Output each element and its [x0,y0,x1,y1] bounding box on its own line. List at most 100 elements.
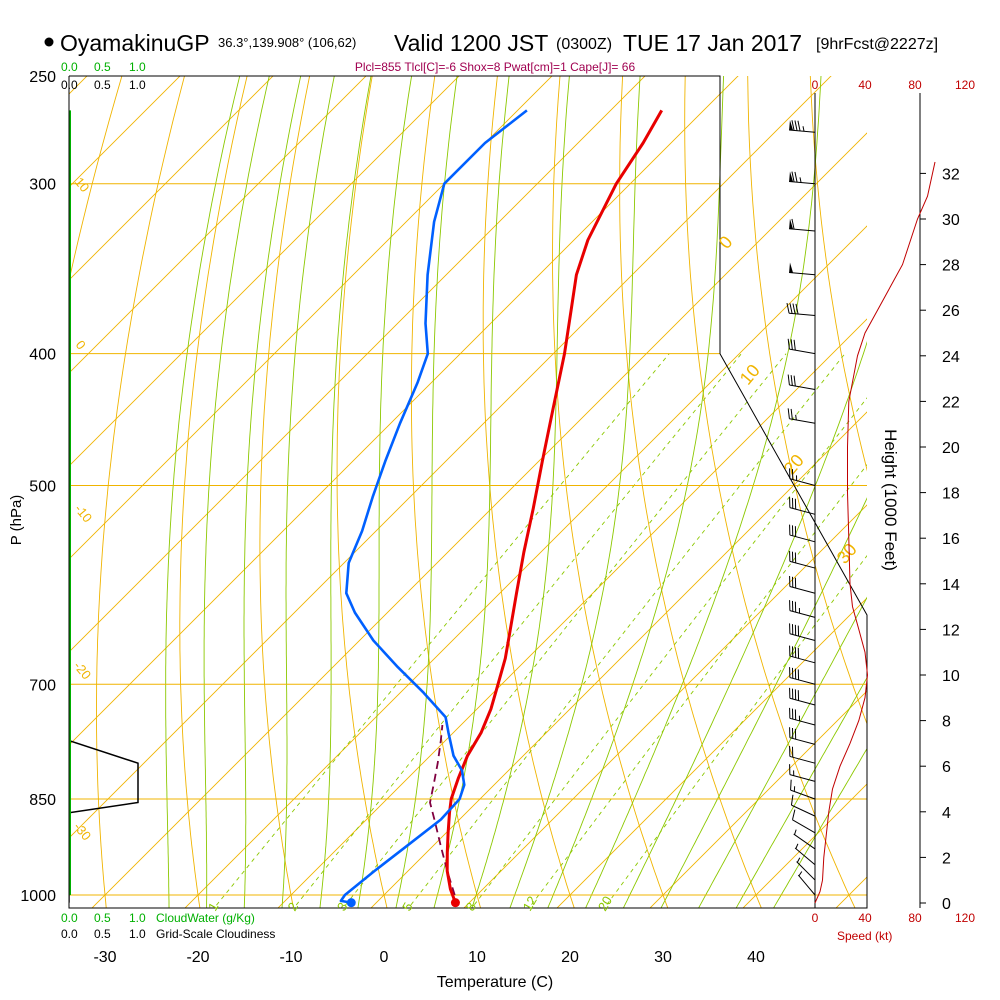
dry-adiabat-label: -20 [71,658,95,682]
height-tick-label: 24 [942,349,960,366]
speed-tick-label: 0 [812,911,819,925]
isotherm-line [463,504,867,908]
height-tick-label: 6 [942,759,951,776]
pressure-tick-label: 700 [29,677,56,694]
height-tick-label: 0 [942,896,951,913]
wind-barb [789,524,816,543]
isotherm-line [69,76,832,839]
wind-barb [790,779,816,800]
wind-barb [789,497,816,515]
wind-barb [789,120,816,133]
height-axis-title: Height (1000 Feet) [881,429,900,571]
wind-barb [789,645,816,664]
cloudwater-tick-label: 0.0 [61,60,78,74]
height-tick-label: 4 [942,805,951,822]
moist-adiabat-line [698,596,867,908]
pressure-tick-label: 300 [29,177,56,194]
wind-barb [789,745,816,764]
wind-barb [797,871,816,896]
moist-adiabat-line [773,747,867,908]
cloudiness-tick-label: 0.5 [94,927,111,941]
mixing-ratio-label: 20 [595,893,615,913]
moist-adiabat-line [319,76,372,908]
dry-adiabat-label: 0 [73,337,89,352]
moist-adiabat-line [281,76,335,908]
temperature-tick-label: 30 [654,949,672,966]
isotherm-line [370,411,867,908]
wind-speed-profile [814,161,936,904]
isotherm-line [556,597,867,908]
dry-adiabat-line [684,76,856,908]
wind-barb [793,829,816,850]
moist-adiabat-line [547,76,725,908]
wind-barb [789,707,816,726]
dry-adiabat-line [552,76,669,908]
cloudiness-tick-label: 0.0 [61,78,78,92]
moist-adiabat-line [243,76,302,908]
moist-adiabat-line [622,340,867,908]
cloudiness-tick-label: 1.0 [129,78,146,92]
dry-adiabat-line [809,76,867,472]
wind-barb [794,843,816,866]
height-tick-label: 2 [942,850,951,867]
dry-adiabat-label: 20 [780,450,808,478]
cloudwater-tick-label: 1.0 [129,911,146,925]
wind-barb [789,600,816,618]
height-tick-label: 28 [942,258,960,275]
moist-adiabat-line [395,76,458,908]
temperature-tick-label: 20 [561,949,579,966]
dry-adiabat-line [619,76,762,908]
speed-tick-label: 80 [908,78,922,92]
isotherm-line [69,76,739,746]
moist-adiabat-line [433,76,510,908]
moist-adiabat-line [735,676,867,908]
wind-barb [789,623,816,641]
isotherm-line [69,76,553,560]
pressure-axis-title: P (hPa) [8,495,25,546]
cloudwater-tick-label: 0.5 [94,60,111,74]
wind-barb [789,576,816,594]
plot-border [68,75,868,909]
moist-adiabat-line [471,76,570,908]
moist-adiabat-line [357,76,413,908]
dry-adiabat-line [96,76,185,908]
cloudiness-tick-label: 1.0 [129,927,146,941]
stability-indices: Plcl=855 Tlcl[C]=-6 Shox=8 Pwat[cm]=1 Ca… [355,60,636,74]
height-tick-label: 32 [942,166,960,183]
wind-barb [790,794,816,817]
isotherm-line [69,76,460,467]
height-tick-label: 30 [942,212,960,229]
speed-tick-label: 40 [858,78,872,92]
speed-tick-label: 120 [955,911,975,925]
dry-adiabat-label: 10 [736,360,764,388]
wind-barb [796,857,816,881]
isotherm-line [69,76,646,653]
valid-zulu: (0300Z) [556,36,612,53]
moist-adiabat-line [203,76,270,908]
dry-adiabat-line [179,76,248,908]
height-tick-label: 10 [942,668,960,685]
cloudwater-tick-label: 0.0 [61,911,78,925]
wind-barb [787,374,816,390]
mixing-ratio-label: 2 [284,900,301,914]
cloudiness-tick-label: 0.5 [94,78,111,92]
valid-time: Valid 1200 JST [394,30,548,56]
wind-panel: 0040408080120120024681012141618202224262… [786,78,975,925]
wind-barb [789,468,816,486]
station-marker-icon [44,37,54,47]
height-tick-label: 20 [942,440,960,457]
moist-adiabat-line [585,76,822,908]
moist-adiabat-line [660,497,867,908]
pressure-tick-label: 1000 [20,888,56,905]
speed-tick-label: 80 [908,911,922,925]
pressure-tick-label: 250 [29,69,56,86]
wind-barb [787,338,816,355]
temperature-axis-title: Temperature (C) [437,974,553,991]
parcel-path [429,724,456,896]
height-tick-label: 8 [942,714,951,731]
moist-adiabat-line [509,76,641,908]
wind-barb [791,809,816,834]
height-tick-label: 16 [942,531,960,548]
cloudwater-tick-label: 0.5 [94,911,111,925]
